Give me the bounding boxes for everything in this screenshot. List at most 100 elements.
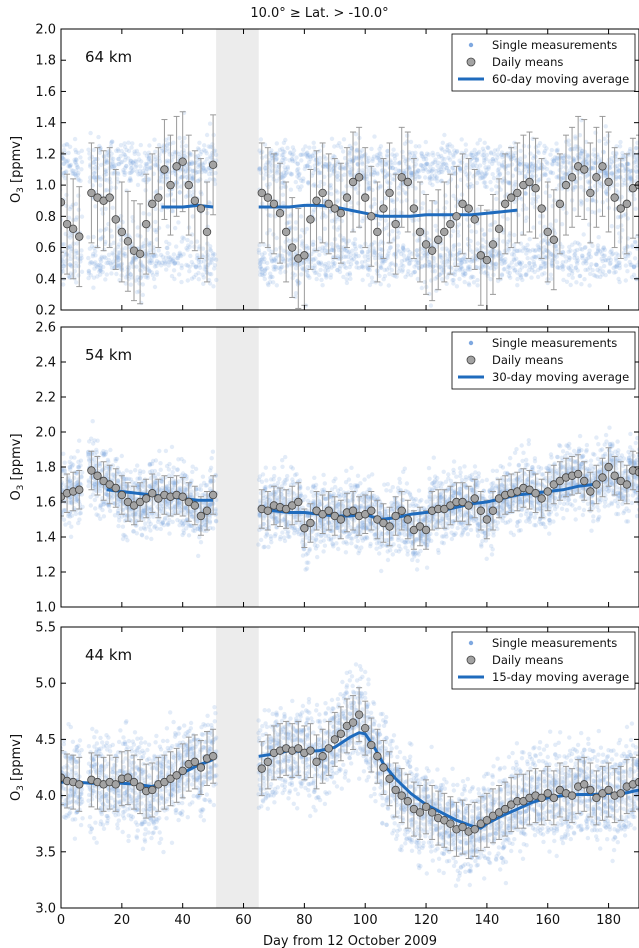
single-measurement-point <box>281 170 286 175</box>
single-measurement-point <box>91 285 96 290</box>
single-measurement-point <box>458 177 464 182</box>
single-measurement-point <box>548 272 553 277</box>
single-measurement-point <box>207 261 212 266</box>
single-measurement-point <box>144 166 150 172</box>
single-measurement-point <box>282 173 288 178</box>
single-measurement-point <box>407 261 412 267</box>
single-measurement-point <box>396 269 401 274</box>
single-measurement-point <box>471 155 476 161</box>
single-measurement-point <box>461 270 466 275</box>
single-measurement-point <box>104 158 110 164</box>
single-measurement-point <box>623 278 628 283</box>
single-measurement-point <box>202 160 208 165</box>
single-measurement-point <box>121 169 126 175</box>
single-measurement-point <box>451 160 456 165</box>
single-measurement-point <box>541 259 546 265</box>
single-measurement-point <box>270 163 275 168</box>
single-measurement-point <box>468 238 473 244</box>
single-measurement-point <box>458 166 463 171</box>
single-measurement-point <box>91 160 96 165</box>
single-measurement-point <box>530 163 535 169</box>
single-measurement-point <box>207 256 213 262</box>
single-measurement-point <box>92 482 98 487</box>
single-measurement-point <box>429 161 435 166</box>
single-measurement-point <box>143 521 148 526</box>
single-measurement-point <box>127 262 133 267</box>
single-measurement-point <box>536 254 541 259</box>
single-measurement-point <box>199 149 204 154</box>
single-measurement-point <box>413 258 418 263</box>
single-measurement-point <box>335 159 340 164</box>
single-measurement-point <box>92 457 97 462</box>
daily-mean-point <box>543 227 552 237</box>
single-measurement-point <box>303 164 308 169</box>
single-measurement-point <box>311 249 316 254</box>
single-measurement-point <box>544 167 550 172</box>
single-measurement-point <box>377 151 382 156</box>
single-measurement-point <box>79 255 84 261</box>
single-measurement-point <box>347 272 353 277</box>
single-measurement-point <box>431 153 436 158</box>
single-measurement-point <box>158 526 163 532</box>
single-measurement-point <box>134 531 139 536</box>
single-measurement-point <box>153 190 158 195</box>
single-measurement-point <box>258 257 264 263</box>
single-measurement-point <box>281 248 286 253</box>
single-measurement-point <box>568 282 573 288</box>
single-measurement-point <box>124 468 129 473</box>
single-measurement-point <box>492 220 498 225</box>
single-measurement-point <box>570 275 575 280</box>
single-measurement-point <box>367 186 372 191</box>
single-measurement-point <box>500 214 506 219</box>
single-measurement-point <box>68 534 74 539</box>
single-measurement-point <box>295 161 301 166</box>
single-measurement-point <box>482 184 488 189</box>
single-measurement-point <box>126 233 131 238</box>
single-measurement-point <box>507 233 512 238</box>
single-measurement-point <box>123 154 128 160</box>
single-measurement-point <box>123 254 128 259</box>
single-measurement-point <box>256 250 262 255</box>
single-measurement-point <box>494 196 499 202</box>
single-measurement-point <box>294 168 300 173</box>
single-measurement-point <box>76 193 81 198</box>
single-measurement-point <box>569 271 575 276</box>
daily-mean-point <box>208 160 218 170</box>
single-measurement-point <box>111 240 117 245</box>
single-measurement-point <box>127 178 132 183</box>
single-measurement-point <box>140 245 145 250</box>
single-measurement-point <box>407 261 412 266</box>
single-measurement-point <box>177 190 182 195</box>
single-measurement-point <box>496 166 502 171</box>
single-measurement-point <box>269 259 275 264</box>
single-measurement-point <box>211 148 216 154</box>
single-measurement-point <box>197 140 202 145</box>
single-measurement-point <box>405 272 410 277</box>
single-measurement-point <box>74 168 79 173</box>
single-measurement-point <box>267 279 273 285</box>
single-measurement-point <box>354 260 360 266</box>
daily-mean-point <box>336 209 346 218</box>
single-measurement-point <box>199 192 204 197</box>
single-measurement-point <box>327 264 332 269</box>
single-measurement-point <box>597 138 602 144</box>
single-measurement-point <box>109 156 114 161</box>
single-measurement-point <box>348 200 354 205</box>
single-measurement-point <box>96 134 101 140</box>
single-measurement-point <box>56 138 60 142</box>
single-measurement-point <box>617 263 622 268</box>
single-measurement-point <box>92 157 97 162</box>
single-measurement-point <box>625 269 630 274</box>
single-measurement-point <box>64 192 69 198</box>
single-measurement-point <box>207 520 213 525</box>
single-measurement-point <box>477 149 482 155</box>
single-measurement-point <box>550 162 555 167</box>
single-measurement-point <box>307 165 313 170</box>
single-measurement-point <box>122 165 128 171</box>
single-measurement-point <box>160 260 165 266</box>
single-measurement-point <box>537 248 542 253</box>
single-measurement-point <box>152 157 158 162</box>
single-measurement-point <box>351 256 357 262</box>
single-measurement-point <box>542 264 547 270</box>
single-measurement-point <box>555 265 561 270</box>
